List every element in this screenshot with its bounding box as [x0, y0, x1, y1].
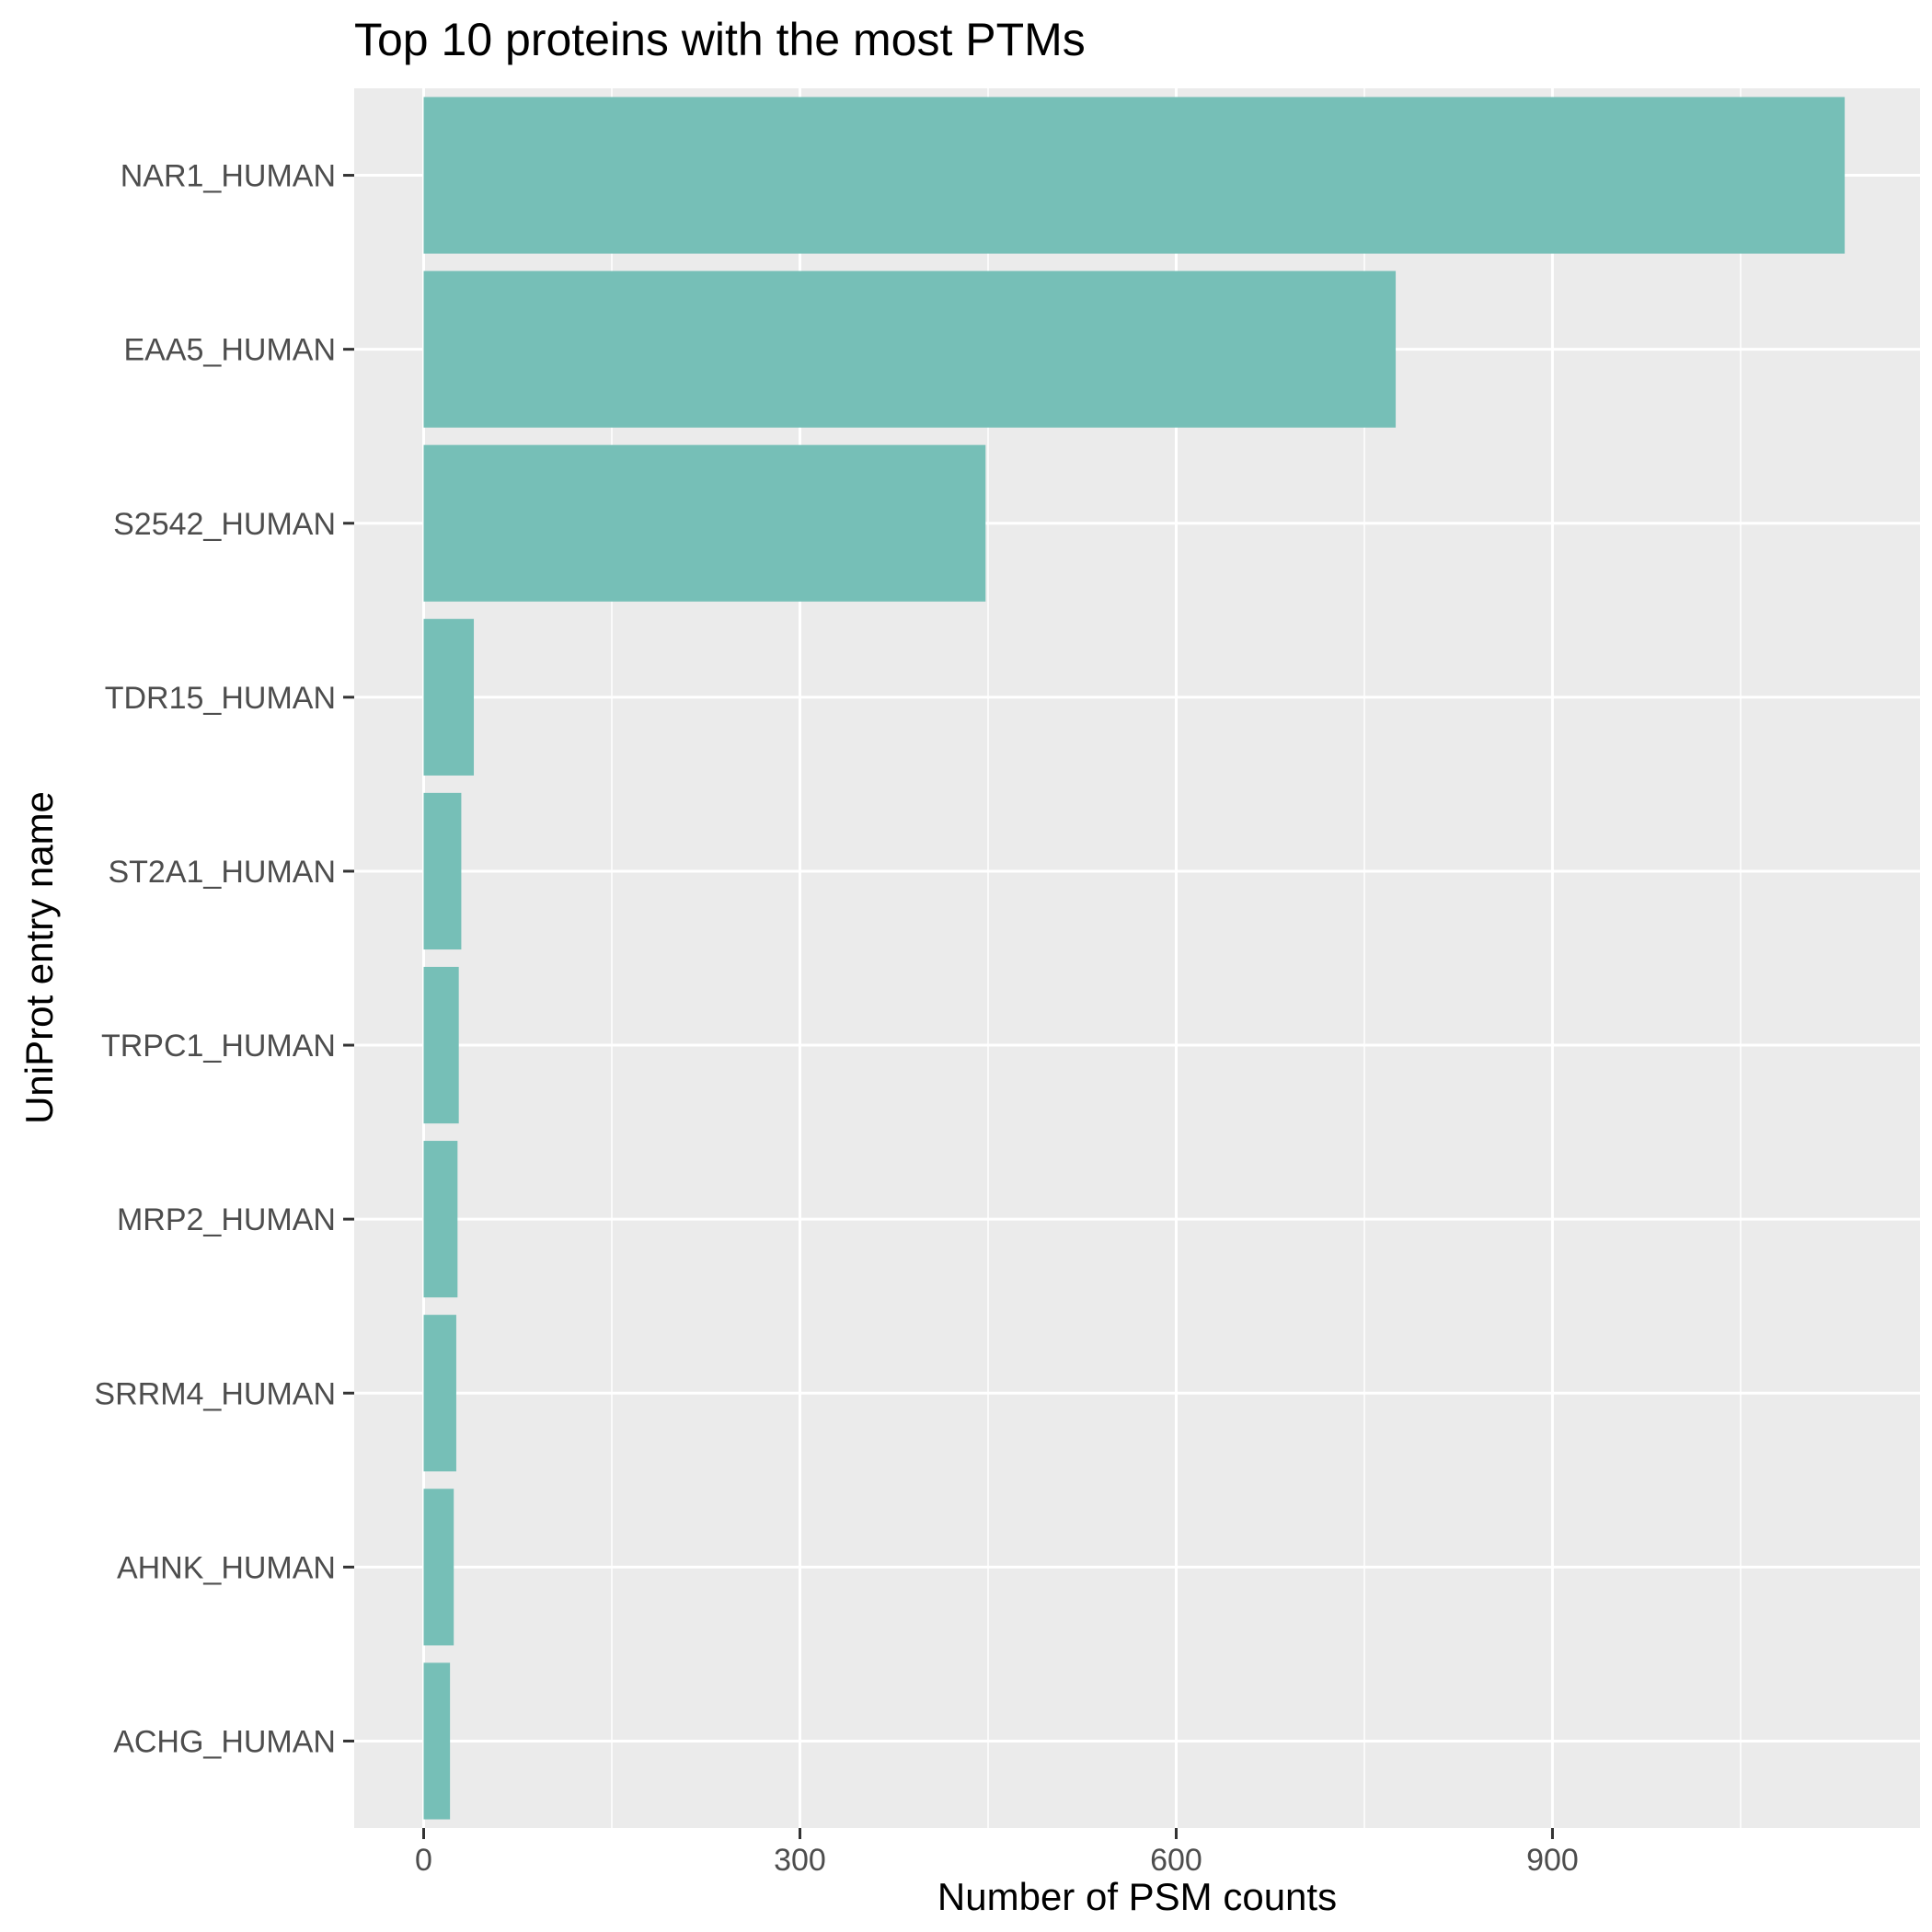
bar — [423, 1141, 458, 1298]
bar — [423, 792, 462, 950]
bar — [423, 444, 986, 602]
y-tick-label: ST2A1_HUMAN — [108, 855, 336, 890]
x-tick-label: 900 — [1526, 1843, 1579, 1878]
bar — [423, 1489, 454, 1646]
x-axis: 0 300 600 900 — [415, 1828, 1579, 1878]
y-tick-label: TRPC1_HUMAN — [101, 1029, 336, 1064]
x-tick-label: 600 — [1150, 1843, 1202, 1878]
bar — [423, 966, 459, 1124]
x-tick-label: 300 — [774, 1843, 826, 1878]
y-tick-label: SRRM4_HUMAN — [94, 1376, 336, 1411]
y-tick-label: ACHG_HUMAN — [113, 1724, 336, 1759]
y-tick-label: S2542_HUMAN — [113, 507, 336, 542]
y-axis: NAR1_HUMAN EAA5_HUMAN S2542_HUMAN TDR15_HUM… — [94, 159, 354, 1759]
bar — [423, 618, 475, 776]
x-tick-label: 0 — [415, 1843, 432, 1878]
chart-title: Top 10 proteins with the most PTMs — [354, 14, 1086, 65]
bar — [423, 270, 1397, 428]
bar — [423, 1315, 456, 1472]
y-tick-label: TDR15_HUMAN — [105, 681, 336, 716]
bars — [423, 97, 1846, 1820]
x-axis-title: Number of PSM counts — [937, 1875, 1337, 1918]
y-tick-label: NAR1_HUMAN — [121, 159, 336, 194]
bar — [423, 1662, 451, 1820]
bar — [423, 97, 1846, 254]
y-tick-label: MRP2_HUMAN — [117, 1202, 336, 1237]
y-tick-label: EAA5_HUMAN — [123, 333, 336, 368]
y-axis-title: UniProt entry name — [17, 791, 61, 1124]
y-tick-label: AHNK_HUMAN — [117, 1550, 336, 1585]
